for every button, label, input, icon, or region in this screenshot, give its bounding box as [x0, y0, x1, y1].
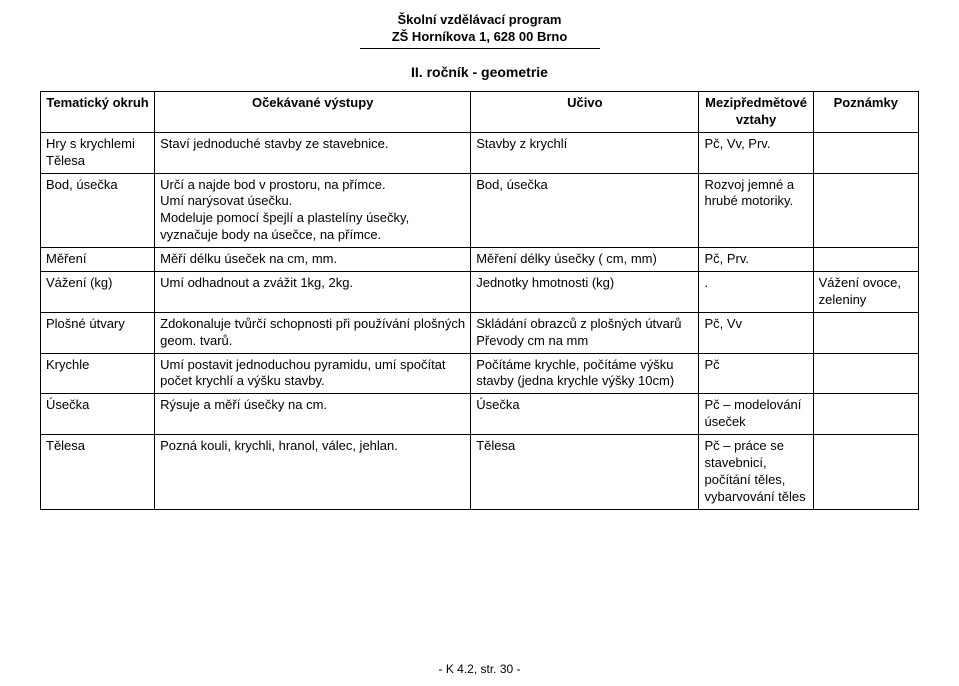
cell-topic: Úsečka — [41, 394, 155, 435]
curriculum-table: Tematický okruh Očekávané výstupy Učivo … — [40, 91, 919, 510]
cell-notes — [813, 312, 918, 353]
table-row: Plošné útvary Zdokonaluje tvůrčí schopno… — [41, 312, 919, 353]
cell-topic: Bod, úsečka — [41, 173, 155, 248]
cell-topic: Hry s krychlemi Tělesa — [41, 132, 155, 173]
cell-cross: Pč – práce se stavebnicí, počítání těles… — [699, 435, 813, 510]
cell-notes — [813, 435, 918, 510]
table-row: Tělesa Pozná kouli, krychli, hranol, vál… — [41, 435, 919, 510]
cell-outcome: Zdokonaluje tvůrčí schopnosti při použív… — [155, 312, 471, 353]
table-row: Úsečka Rýsuje a měří úsečky na cm. Úsečk… — [41, 394, 919, 435]
page: Školní vzdělávací program ZŠ Horníkova 1… — [0, 0, 959, 686]
cell-content: Tělesa — [471, 435, 699, 510]
cell-notes: Vážení ovoce, zeleniny — [813, 271, 918, 312]
col-header-cross: Mezipředmětové vztahy — [699, 91, 813, 132]
page-footer: - K 4.2, str. 30 - — [0, 662, 959, 678]
cell-outcome: Rýsuje a měří úsečky na cm. — [155, 394, 471, 435]
cell-cross: Pč — [699, 353, 813, 394]
cell-outcome: Umí odhadnout a zvážit 1kg, 2kg. — [155, 271, 471, 312]
table-row: Vážení (kg) Umí odhadnout a zvážit 1kg, … — [41, 271, 919, 312]
cell-cross: Rozvoj jemné a hrubé motoriky. — [699, 173, 813, 248]
col-header-topic: Tematický okruh — [41, 91, 155, 132]
table-row: Bod, úsečka Určí a najde bod v prostoru,… — [41, 173, 919, 248]
cell-cross: Pč, Vv, Prv. — [699, 132, 813, 173]
cell-topic: Vážení (kg) — [41, 271, 155, 312]
cell-content: Jednotky hmotnosti (kg) — [471, 271, 699, 312]
cell-notes — [813, 173, 918, 248]
table-row: Krychle Umí postavit jednoduchou pyramid… — [41, 353, 919, 394]
cell-content: Skládání obrazců z plošných útvarů Převo… — [471, 312, 699, 353]
col-header-content: Učivo — [471, 91, 699, 132]
col-header-outcome: Očekávané výstupy — [155, 91, 471, 132]
cell-outcome: Určí a najde bod v prostoru, na přímce. … — [155, 173, 471, 248]
cell-cross: Pč – modelování úseček — [699, 394, 813, 435]
cell-outcome: Pozná kouli, krychli, hranol, válec, jeh… — [155, 435, 471, 510]
table-row: Měření Měří délku úseček na cm, mm. Měře… — [41, 248, 919, 272]
cell-content: Počítáme krychle, počítáme výšku stavby … — [471, 353, 699, 394]
table-row: Hry s krychlemi Tělesa Staví jednoduché … — [41, 132, 919, 173]
table-header-row: Tematický okruh Očekávané výstupy Učivo … — [41, 91, 919, 132]
school-subtitle: ZŠ Horníkova 1, 628 00 Brno — [360, 29, 600, 49]
cell-notes — [813, 248, 918, 272]
col-header-notes: Poznámky — [813, 91, 918, 132]
cell-topic: Tělesa — [41, 435, 155, 510]
cell-topic: Plošné útvary — [41, 312, 155, 353]
cell-outcome: Staví jednoduché stavby ze stavebnice. — [155, 132, 471, 173]
cell-content: Měření délky úsečky ( cm, mm) — [471, 248, 699, 272]
cell-topic: Krychle — [41, 353, 155, 394]
cell-content: Stavby z krychlí — [471, 132, 699, 173]
cell-cross: Pč, Vv — [699, 312, 813, 353]
cell-notes — [813, 394, 918, 435]
cell-cross: Pč, Prv. — [699, 248, 813, 272]
program-title: Školní vzdělávací program — [40, 12, 919, 29]
section-title: II. ročník - geometrie — [40, 63, 919, 81]
cell-content: Úsečka — [471, 394, 699, 435]
cell-content: Bod, úsečka — [471, 173, 699, 248]
cell-notes — [813, 353, 918, 394]
cell-cross: . — [699, 271, 813, 312]
doc-header: Školní vzdělávací program ZŠ Horníkova 1… — [40, 12, 919, 49]
table-body: Hry s krychlemi Tělesa Staví jednoduché … — [41, 132, 919, 509]
cell-topic: Měření — [41, 248, 155, 272]
cell-outcome: Měří délku úseček na cm, mm. — [155, 248, 471, 272]
cell-outcome: Umí postavit jednoduchou pyramidu, umí s… — [155, 353, 471, 394]
cell-notes — [813, 132, 918, 173]
